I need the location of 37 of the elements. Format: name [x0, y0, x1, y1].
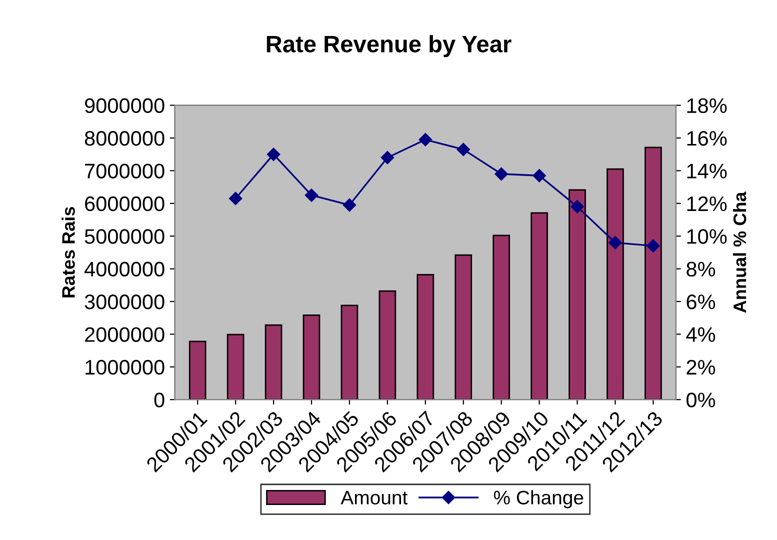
legend-label: Amount [340, 490, 408, 504]
y2-tick-label: 0% [686, 392, 716, 408]
point [304, 188, 318, 202]
y2-tick-label: 6% [686, 294, 716, 310]
y-tick-label: 3000000 [84, 294, 164, 310]
point [342, 198, 356, 212]
point [608, 236, 622, 250]
y-tick-label: 2000000 [85, 327, 164, 342]
point [646, 239, 660, 252]
legend-label: % Change [494, 490, 584, 508]
point [570, 200, 584, 214]
point [494, 167, 508, 181]
y-tick-label: 9000000 [84, 98, 164, 114]
y-tick-label: 4000000 [84, 262, 164, 277]
point [456, 142, 470, 156]
y-tick-label: 8000000 [84, 131, 164, 146]
y-tick-label: 1000000 [86, 360, 164, 375]
chart-title: Rate Revenue by Year [266, 35, 512, 58]
y2-tick-label: 8% [686, 262, 716, 277]
point [266, 148, 280, 161]
y2-axis-title: Annual % Cha [732, 192, 746, 313]
y-tick-label: 5000000 [84, 229, 164, 244]
point [532, 169, 546, 182]
y2-tick-label: 2% [686, 360, 716, 375]
y-axis-title: Rates Rais [62, 207, 75, 298]
point [380, 151, 394, 164]
y2-tick-label: 4% [686, 327, 716, 342]
y-tick-label: 7000000 [85, 164, 164, 178]
point [228, 192, 242, 206]
y2-tick-label: 16% [687, 131, 727, 146]
y-tick-label: 6000000 [85, 196, 164, 212]
y2-tick-label: 12% [687, 196, 727, 212]
y-tick-label: 0 [154, 392, 164, 408]
y2-tick-label: 14% [687, 164, 727, 178]
y2-tick-label: 18% [687, 98, 727, 114]
y2-tick-label: 10% [687, 229, 727, 244]
point [418, 133, 432, 146]
